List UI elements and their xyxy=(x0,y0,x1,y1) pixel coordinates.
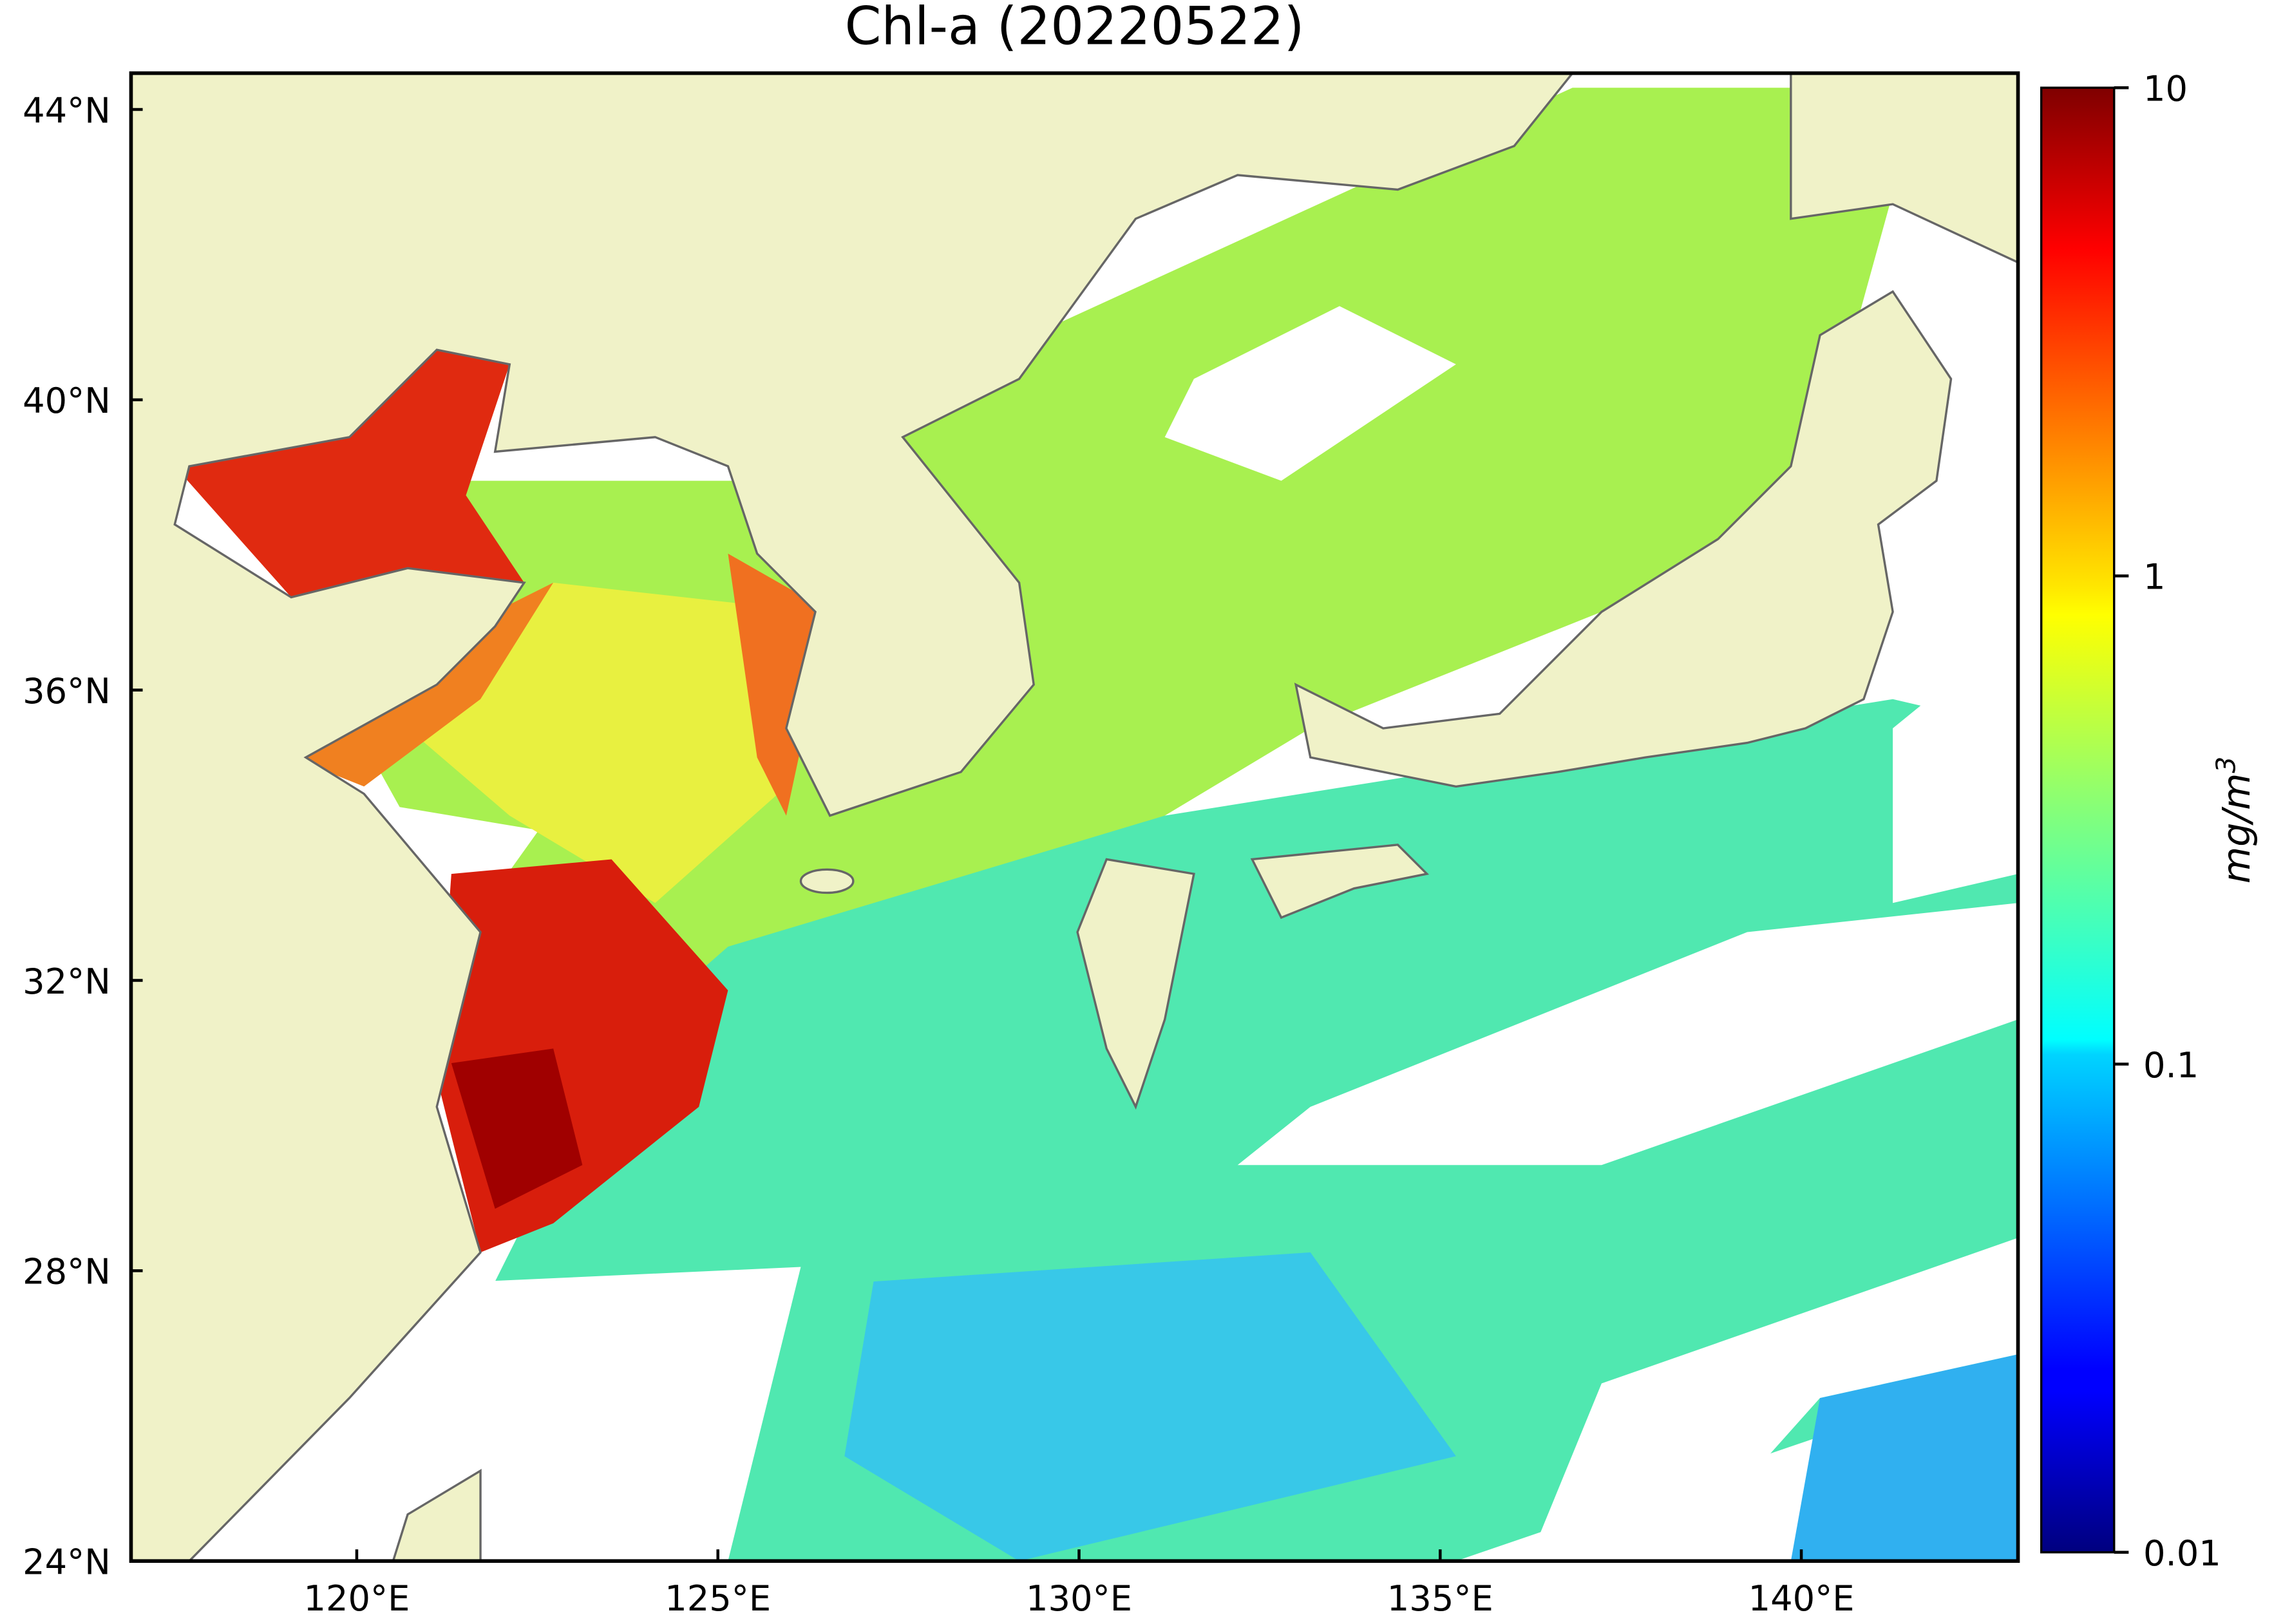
no-data xyxy=(291,1267,801,1562)
chl-field xyxy=(844,1252,1456,1562)
land xyxy=(392,1469,482,1562)
y-tick-label: 28°N xyxy=(23,1252,111,1292)
colorbar-tick-label: 1 xyxy=(2143,557,2166,598)
no-data xyxy=(1528,1238,2018,1562)
x-tick-label: 140°E xyxy=(1748,1578,1855,1619)
land xyxy=(1294,290,1953,788)
no-data xyxy=(1237,903,2018,1166)
no-data xyxy=(1893,626,2018,903)
colorbar-label-text: mg/m xyxy=(2214,773,2259,884)
y-tick-label: 32°N xyxy=(23,961,111,1002)
chl-field xyxy=(728,553,830,816)
x-tick-label: 135°E xyxy=(1387,1578,1493,1619)
colorbar-tick-label: 0.01 xyxy=(2143,1533,2221,1574)
land xyxy=(1076,858,1195,1110)
y-tick-label: 40°N xyxy=(23,381,111,421)
y-tick-label: 36°N xyxy=(23,671,111,712)
colorbar-label-sup: 3 xyxy=(2210,757,2241,773)
land xyxy=(1250,844,1430,920)
x-tick-label: 130°E xyxy=(1026,1578,1132,1619)
map-title: Chl-a (20220522) xyxy=(845,0,1305,57)
y-tick-label: 44°N xyxy=(23,90,111,131)
land xyxy=(131,73,1574,1562)
no-data xyxy=(1164,306,1456,481)
map-area xyxy=(131,73,2018,1562)
no-data xyxy=(364,801,539,932)
land xyxy=(1790,73,2018,264)
x-tick-label: 120°E xyxy=(303,1578,410,1619)
colorbar-tick-label: 10 xyxy=(2143,69,2188,109)
chl-field xyxy=(1790,1354,2018,1562)
map-frame xyxy=(129,71,2020,1563)
x-tick-label: 125°E xyxy=(665,1578,771,1619)
chl-field xyxy=(175,342,524,598)
y-tick-label: 24°N xyxy=(23,1542,111,1583)
land xyxy=(799,868,855,894)
chl-field xyxy=(408,582,816,903)
chl-field xyxy=(451,1048,583,1209)
colorbar-tick-label: 0.1 xyxy=(2143,1045,2199,1086)
colorbar xyxy=(2040,86,2116,1554)
colorbar-label: mg/m3 xyxy=(2210,757,2259,883)
